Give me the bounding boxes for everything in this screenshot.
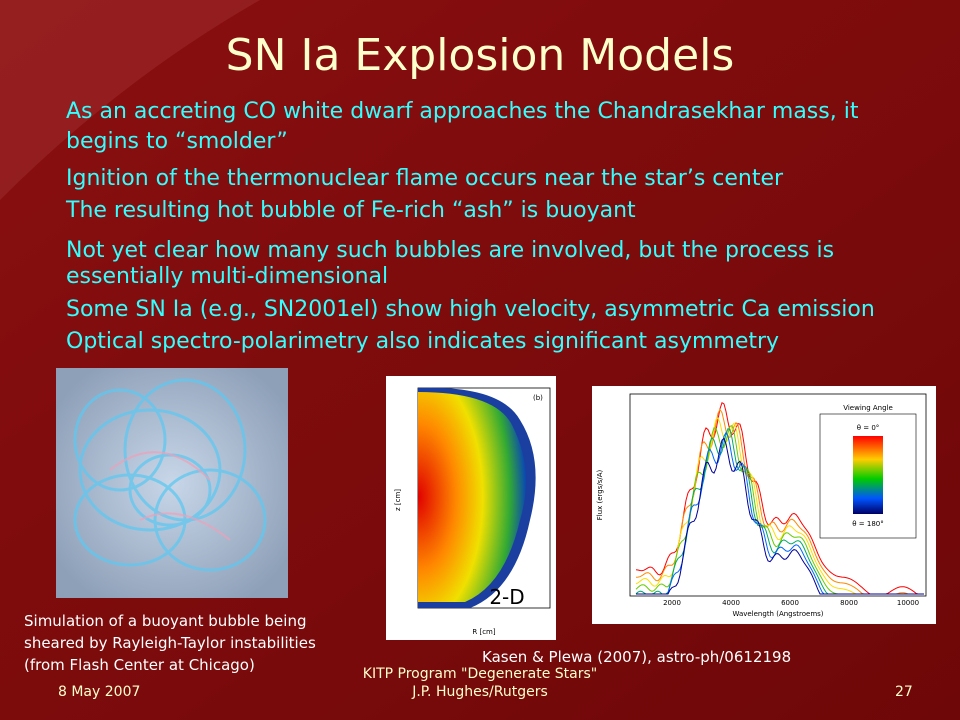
- footer-center: KITP Program "Degenerate Stars" J.P. Hugh…: [363, 666, 597, 700]
- footer-page: 27: [895, 684, 913, 700]
- simulation-image: [56, 368, 288, 598]
- simulation-caption: Simulation of a buoyant bubble being shea…: [24, 612, 316, 674]
- panel-label: (b): [533, 394, 543, 402]
- x-tick-label: 4000: [722, 599, 740, 607]
- bullet-text: begins to “smolder”: [66, 129, 288, 154]
- caption-line: Simulation of a buoyant bubble being: [24, 612, 306, 630]
- bullet-text: Optical spectro-polarimetry also indicat…: [66, 329, 779, 354]
- legend-label: θ = 0°: [857, 424, 880, 432]
- bullet-text: Ignition of the thermonuclear flame occu…: [66, 166, 784, 191]
- caption-line: sheared by Rayleigh-Taylor instabilities: [24, 634, 316, 652]
- swoosh: [0, 0, 260, 200]
- x-tick-label: 6000: [781, 599, 799, 607]
- x-tick-label: 8000: [840, 599, 858, 607]
- bullet-list: As an accreting CO white dwarf approache…: [65, 99, 875, 354]
- caption-line: (from Flash Center at Chicago): [24, 656, 255, 674]
- bullet-text: As an accreting CO white dwarf approache…: [66, 99, 859, 124]
- 2d-simulation-figure: (b) z [cm] R [cm] 2-D: [386, 376, 556, 640]
- bullet-text: essentially multi-dimensional: [66, 264, 388, 289]
- footer-line: KITP Program "Degenerate Stars": [363, 666, 597, 682]
- axis-label: Flux (ergs/s/A): [596, 469, 604, 520]
- x-tick-label: 10000: [897, 599, 919, 607]
- slide-title: SN Ia Explosion Models: [226, 30, 735, 81]
- figure-tag: 2-D: [489, 585, 524, 609]
- spectrum-curve: [636, 437, 924, 595]
- axis-label: z [cm]: [394, 489, 402, 511]
- legend-title: Viewing Angle: [843, 404, 893, 412]
- bullet-text: The resulting hot bubble of Fe-rich “ash…: [65, 198, 636, 223]
- footer-line: J.P. Hughes/Rutgers: [411, 684, 548, 700]
- x-tick-label: 2000: [663, 599, 681, 607]
- bullet-text: Some SN Ia (e.g., SN2001el) show high ve…: [66, 297, 875, 322]
- legend-label: θ = 180°: [852, 520, 883, 528]
- bullet-text: Not yet clear how many such bubbles are …: [66, 238, 834, 263]
- footer-date: 8 May 2007: [58, 684, 140, 700]
- spectrum-figure: Viewing Angle θ = 0° θ = 180° Wavelength…: [592, 386, 936, 624]
- axis-label: Wavelength (Angstroems): [732, 610, 823, 618]
- axis-label: R [cm]: [472, 628, 495, 636]
- reference-caption: Kasen & Plewa (2007), astro-ph/0612198: [482, 648, 791, 666]
